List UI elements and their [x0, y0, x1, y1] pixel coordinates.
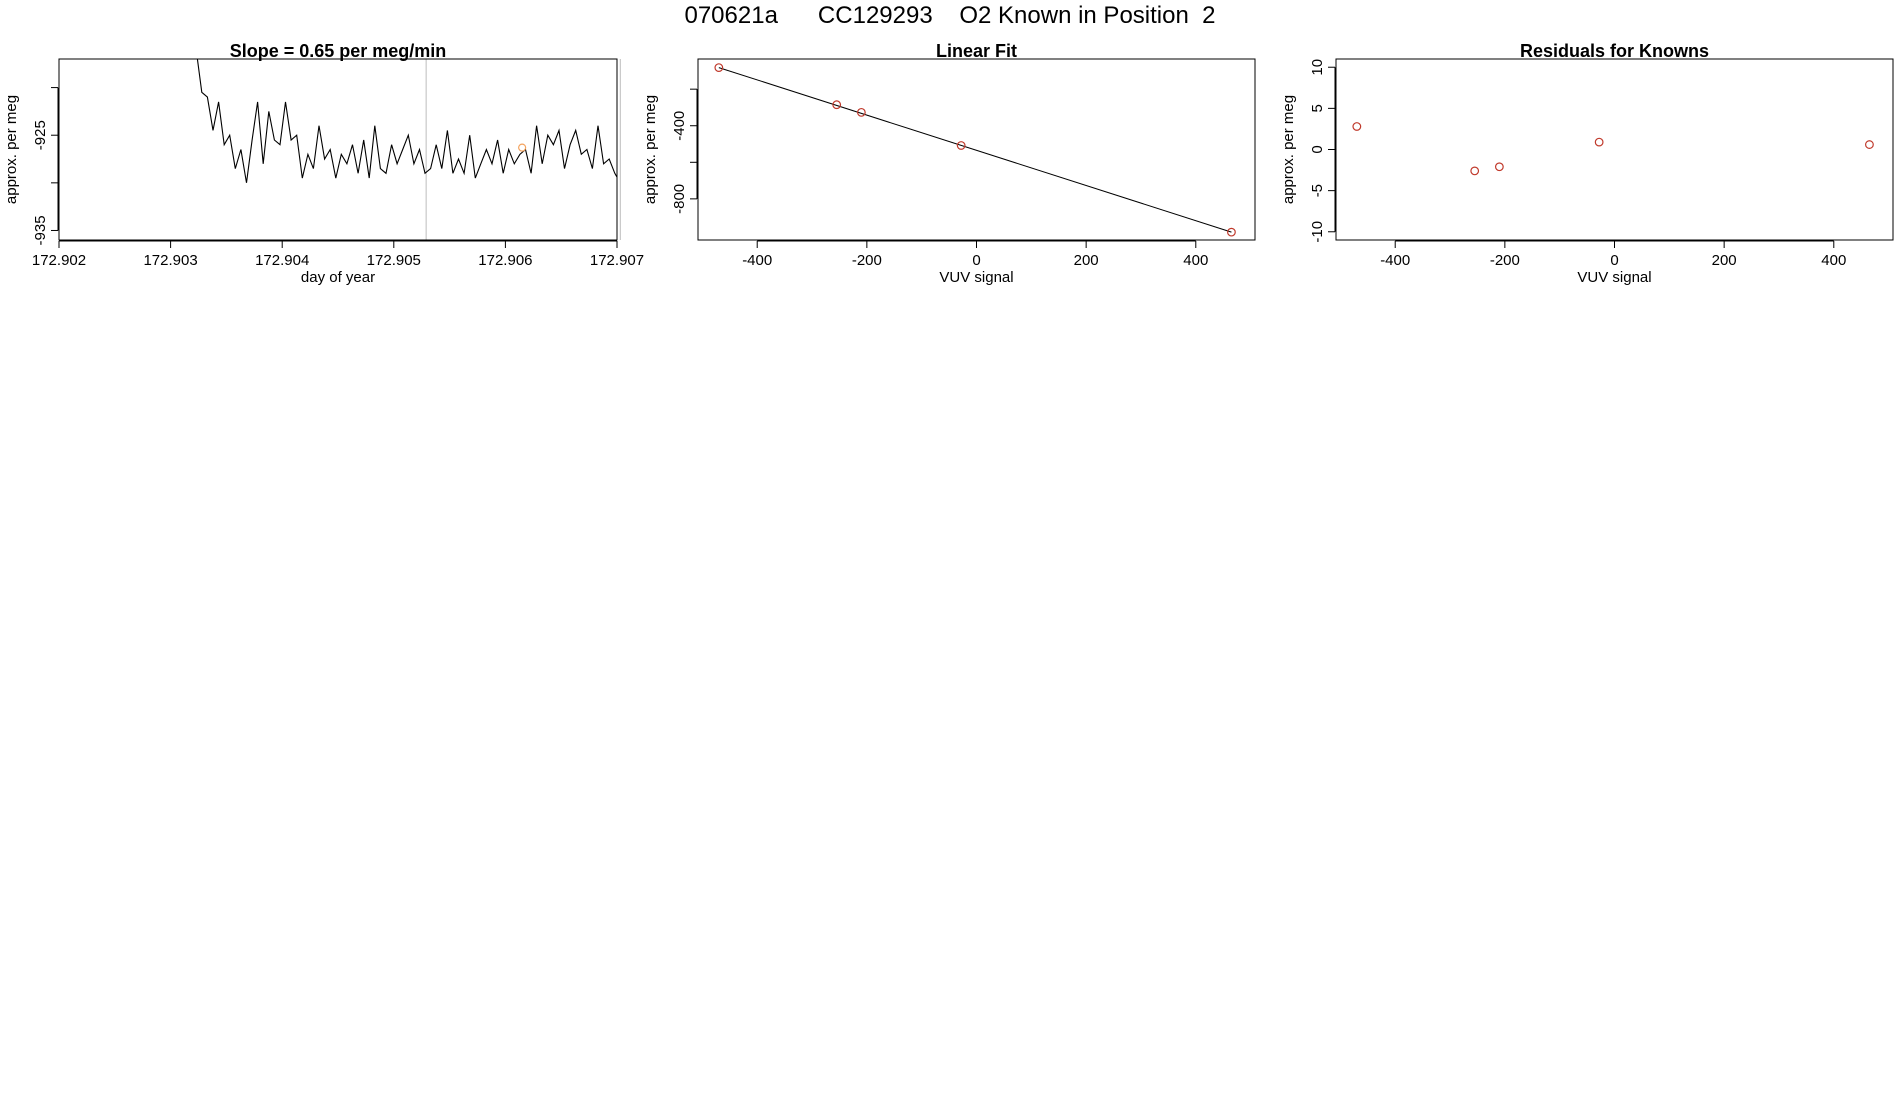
- page-title: 070621a CC129293 O2 Known in Position 2: [684, 2, 1216, 29]
- x-tick-label: -200: [1490, 252, 1520, 269]
- x-tick-label: -200: [852, 252, 882, 269]
- data-point: [956, 141, 966, 150]
- x-tick-label: 0: [972, 252, 980, 269]
- data-point: [1470, 166, 1480, 176]
- x-tick-label: -400: [742, 252, 772, 269]
- plot-title: Residuals for Knowns: [1520, 41, 1709, 61]
- plot-frame: [697, 58, 1256, 241]
- x-tick-label: 200: [1712, 252, 1737, 269]
- series-line: [196, 59, 617, 183]
- y-axis-label: approx. per meg: [3, 95, 20, 204]
- data-layer: [196, 59, 617, 183]
- x-tick-label: 0: [1610, 252, 1618, 269]
- data-point: [1594, 137, 1604, 147]
- plot-frame: [58, 58, 618, 241]
- y-tick-label: -10: [1309, 221, 1326, 243]
- x-tick-label: 172.903: [143, 252, 197, 269]
- x-tick-label: 400: [1183, 252, 1208, 269]
- y-tick-label: -5: [1309, 184, 1326, 197]
- fit-line: [718, 67, 1232, 233]
- data-point: [1865, 140, 1874, 149]
- data-point: [832, 100, 842, 110]
- plot-title: Linear Fit: [936, 41, 1017, 61]
- plot-frame: [1335, 58, 1894, 241]
- x-axis-label: day of year: [301, 269, 375, 286]
- x-axis-label: VUV signal: [1577, 269, 1651, 286]
- plot-title: Slope = 0.65 per meg/min: [230, 41, 447, 61]
- y-tick-label: -935: [32, 215, 49, 245]
- y-tick-label: 10: [1309, 59, 1326, 76]
- y-tick-label: 0: [1309, 145, 1326, 153]
- x-tick-label: 172.902: [32, 252, 86, 269]
- x-tick-label: 400: [1821, 252, 1846, 269]
- linear-fit-panel: Linear Fit -400 -200 0 200 400 VUV signal -800 -…: [642, 41, 1256, 286]
- x-tick-label: 172.907: [590, 252, 644, 269]
- x-tick-label: 172.904: [255, 252, 309, 269]
- data-point: [856, 107, 866, 117]
- data-point: [714, 63, 724, 72]
- highlight-point: [518, 143, 527, 152]
- data-point: [1352, 122, 1362, 131]
- data-layer: [714, 63, 1236, 237]
- x-axis-label: VUV signal: [939, 269, 1013, 286]
- residuals-panel: Residuals for Knowns -400 -200 0 200 400 VUV s…: [1280, 41, 1894, 286]
- y-tick-label: 5: [1309, 104, 1326, 112]
- x-tick-label: 172.905: [367, 252, 421, 269]
- data-point: [1227, 227, 1236, 237]
- y-axis-label: approx. per meg: [1280, 95, 1297, 204]
- y-tick-label: -800: [671, 184, 688, 214]
- x-tick-label: 172.906: [478, 252, 532, 269]
- y-axis-label: approx. per meg: [642, 95, 659, 204]
- y-tick-label: -925: [32, 120, 49, 150]
- x-tick-label: 200: [1074, 252, 1099, 269]
- data-point: [1494, 162, 1504, 172]
- y-tick-label: -400: [671, 111, 688, 141]
- time-series-panel: Slope = 0.65 per meg/min 172.902 172.903 17…: [3, 41, 644, 286]
- data-layer: [1352, 122, 1874, 176]
- x-tick-label: -400: [1380, 252, 1410, 269]
